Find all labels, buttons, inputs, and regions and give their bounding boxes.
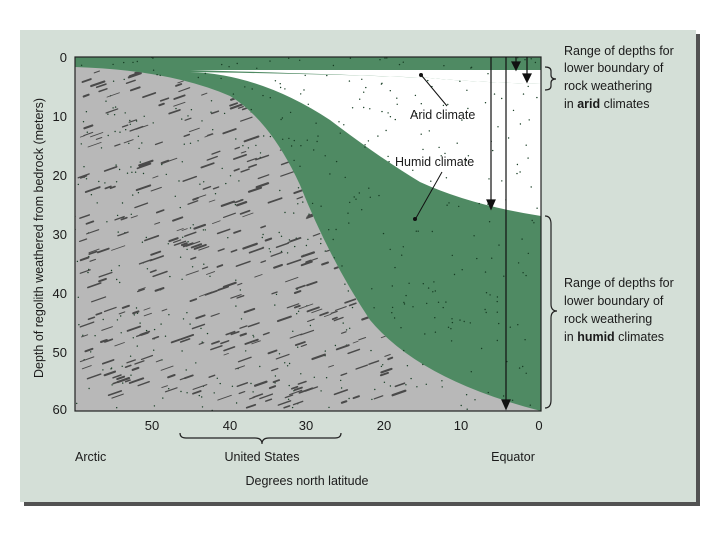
svg-text:Range of depths for: Range of depths for (564, 276, 674, 290)
x-tick: 50 (145, 418, 159, 433)
svg-text:rock weathering: rock weathering (564, 312, 652, 326)
humid-range-brace (544, 215, 558, 409)
svg-text:in arid climates: in arid climates (564, 97, 649, 111)
regolith-speckles (75, 57, 538, 411)
arid-pointer-dot (419, 73, 423, 77)
depth-arrows (486, 57, 532, 411)
y-axis-ticks: 0 10 20 30 40 50 60 (53, 50, 67, 417)
humid-pointer-dot (413, 217, 417, 221)
x-axis-title: Degrees north latitude (246, 474, 369, 488)
air-region (190, 70, 541, 84)
svg-text:Range of depths for: Range of depths for (564, 44, 674, 58)
y-axis-title: Depth of regolith weathered from bedrock… (32, 98, 46, 378)
y-tick: 10 (53, 109, 67, 124)
y-tick: 50 (53, 345, 67, 360)
arid-climate-label: Arid climate (410, 108, 475, 122)
plot-frame (74, 56, 542, 412)
united-states-label: United States (224, 450, 299, 464)
equator-label: Equator (491, 450, 535, 464)
y-tick: 30 (53, 227, 67, 242)
arid-range-note: Range of depths for lower boundary of ro… (564, 44, 674, 111)
x-axis-ticks: 50 40 30 20 10 0 (145, 418, 543, 433)
arid-range-brace (544, 66, 557, 91)
humid-range-note: Range of depths for lower boundary of ro… (564, 276, 674, 344)
humid-climate-label: Humid climate (395, 155, 474, 169)
y-tick: 0 (60, 50, 67, 65)
humid-pointer (415, 171, 443, 219)
arctic-label: Arctic (75, 450, 106, 464)
svg-text:in humid climates: in humid climates (564, 330, 664, 344)
x-tick: 20 (377, 418, 391, 433)
svg-text:rock weathering: rock weathering (564, 79, 652, 93)
x-tick: 10 (454, 418, 468, 433)
x-tick: 40 (223, 418, 237, 433)
x-tick: 0 (535, 418, 542, 433)
y-tick: 40 (53, 286, 67, 301)
air-region-humid (190, 72, 541, 216)
svg-text:lower boundary of: lower boundary of (564, 61, 664, 75)
y-tick: 20 (53, 168, 67, 183)
svg-text:lower boundary of: lower boundary of (564, 294, 664, 308)
arid-pointer (421, 75, 448, 107)
y-tick: 60 (53, 402, 67, 417)
x-tick: 30 (299, 418, 313, 433)
united-states-brace (179, 432, 342, 445)
